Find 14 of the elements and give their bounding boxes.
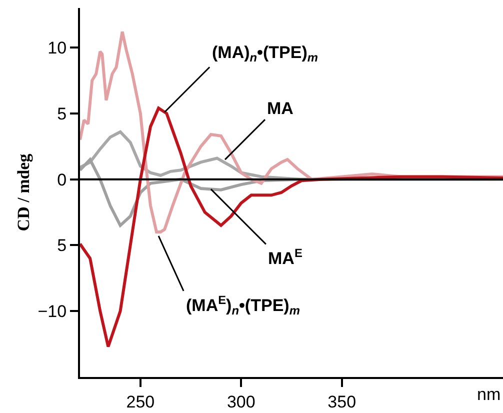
x-tick-label: 350: [328, 392, 356, 412]
annotation: MA$^{E}$: [268, 246, 302, 268]
x-tick-label: 300: [226, 392, 256, 412]
annotation: (MA$^{E}$)$_{n}$•(TPE)$_{m}$: [186, 293, 300, 318]
x-tick-label: 250: [126, 392, 155, 412]
y-tick-label: 0: [57, 170, 67, 190]
y-tick-label: 5: [57, 236, 67, 256]
x-axis-title: nm: [477, 385, 501, 404]
y-tick-label: 5: [57, 104, 67, 124]
y-tick-label: −10: [38, 302, 67, 322]
annotation: MA: [267, 99, 294, 118]
y-tick-label: 10: [48, 38, 67, 58]
y-axis-title: CD / mdeg: [14, 153, 33, 232]
annotation: (MA)$_{n}$•(TPE)$_{m}$: [212, 43, 318, 65]
